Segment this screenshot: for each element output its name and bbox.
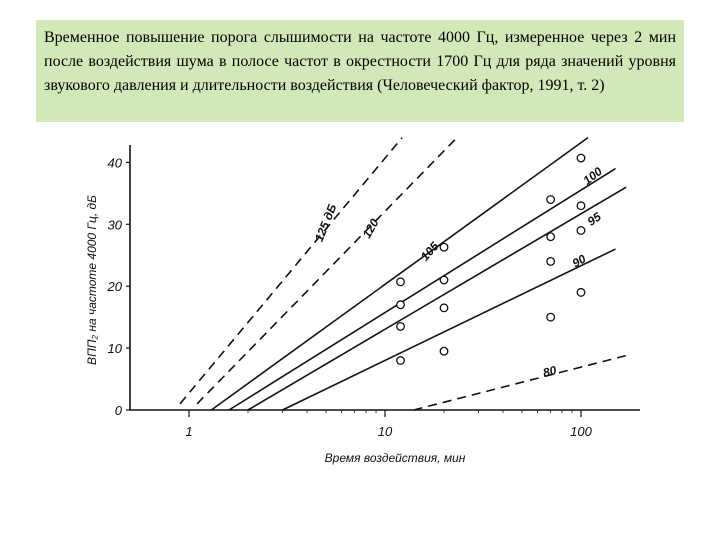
data-point — [396, 321, 405, 331]
series-label: 95 — [585, 209, 604, 228]
y-tick-label: 10 — [108, 341, 123, 356]
x-tick-label: 100 — [570, 424, 592, 439]
data-point — [546, 312, 556, 322]
x-tick-label: 1 — [185, 424, 192, 439]
series-label: 90 — [570, 252, 589, 271]
data-point — [576, 153, 586, 163]
chart-ticks: 0 10 20 30 40 1 10 100 — [107, 155, 593, 439]
series-line — [179, 137, 403, 405]
data-point — [439, 346, 449, 356]
data-point — [396, 356, 405, 365]
data-point — [576, 226, 586, 235]
chart-axes — [129, 145, 640, 411]
data-point — [576, 287, 586, 297]
series-line — [210, 136, 589, 411]
series-line — [228, 167, 616, 411]
data-point — [396, 277, 405, 287]
x-axis-title: Время воздействия, мин — [325, 451, 466, 465]
series-label: 120 — [360, 216, 382, 241]
series-label: 105 — [418, 239, 442, 263]
data-point — [546, 232, 556, 242]
y-tick-label: 0 — [115, 403, 123, 418]
data-point — [396, 300, 405, 310]
chart-series — [179, 136, 632, 411]
data-point — [439, 303, 449, 313]
series-line — [247, 186, 627, 411]
data-point — [439, 275, 449, 285]
data-point — [576, 201, 586, 211]
series-line — [196, 137, 458, 405]
series-line — [282, 248, 616, 411]
series-label: 125 дБ — [312, 201, 340, 243]
data-point — [546, 195, 556, 204]
series-label: 80 — [541, 363, 558, 380]
series-line — [413, 353, 632, 411]
chart-labels: Время воздействия, мин ВПП₂ на частоте 40… — [85, 164, 605, 465]
y-tick-label: 30 — [108, 217, 123, 232]
data-point — [439, 242, 449, 252]
y-axis-title: ВПП₂ на частоте 4000 Гц, дБ — [85, 195, 99, 365]
y-tick-label: 40 — [108, 155, 123, 170]
x-tick-label: 10 — [378, 424, 393, 439]
data-point — [546, 256, 556, 266]
figure-caption: Временное повышение порога слышимости на… — [36, 20, 684, 122]
y-tick-label: 20 — [107, 279, 123, 294]
series-label: 100 — [580, 164, 605, 188]
